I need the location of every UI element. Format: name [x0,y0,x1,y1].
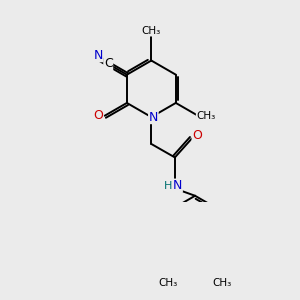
Text: CH₃: CH₃ [142,26,161,36]
Text: O: O [192,129,202,142]
Text: CH₃: CH₃ [158,278,178,288]
Text: O: O [93,109,103,122]
Text: H: H [164,181,172,191]
Text: N: N [149,111,158,124]
Text: N: N [173,179,182,192]
Text: N: N [93,49,103,62]
Text: CH₃: CH₃ [212,278,232,288]
Text: C: C [104,57,112,70]
Text: CH₃: CH₃ [196,111,216,121]
